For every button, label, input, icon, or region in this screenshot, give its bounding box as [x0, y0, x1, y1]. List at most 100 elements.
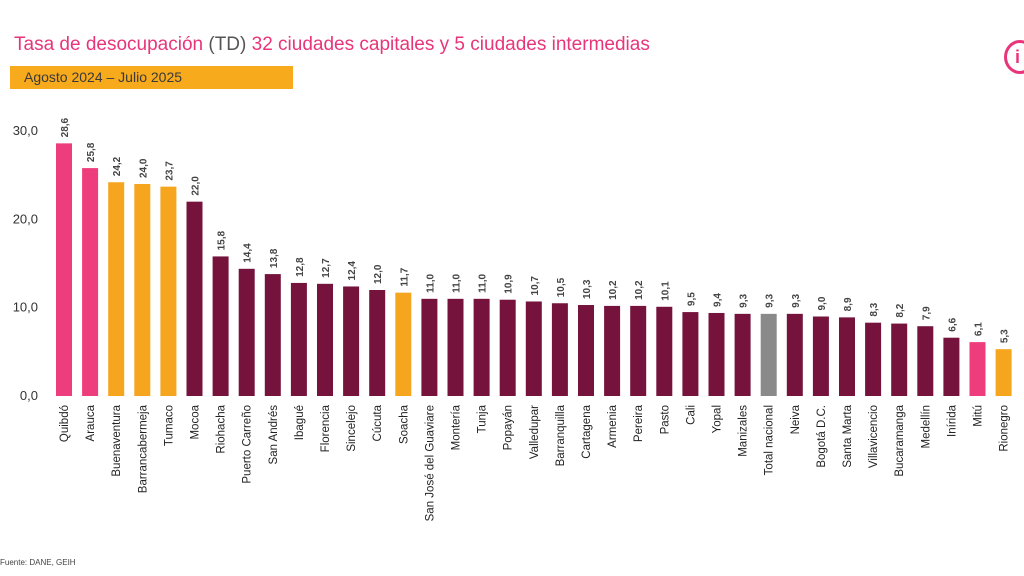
- value-label: 23,7: [164, 161, 175, 181]
- bar: [630, 305, 647, 396]
- value-label: 15,8: [217, 231, 228, 251]
- bar: [656, 306, 673, 396]
- category-label: Pasto: [659, 405, 671, 434]
- category-label: Cali: [685, 405, 697, 425]
- bar: [943, 337, 960, 396]
- value-label: 11,0: [452, 273, 463, 292]
- category-label: Popayán: [503, 405, 515, 450]
- bar: [578, 305, 594, 396]
- bar: [604, 305, 621, 396]
- bar: [734, 313, 751, 396]
- category-label: Mocoa: [190, 404, 202, 439]
- value-label: 9,3: [739, 294, 750, 308]
- category-label: San Andrés: [268, 405, 280, 465]
- value-label: 28,6: [60, 117, 71, 137]
- category-label: Florencia: [320, 404, 332, 452]
- category-label: Medellín: [920, 405, 932, 448]
- category-label: Tunja: [477, 404, 489, 433]
- bar: [317, 283, 333, 396]
- dane-logo-icon: i: [1004, 40, 1024, 74]
- bar: [812, 316, 829, 396]
- category-label: Armenia: [607, 404, 619, 447]
- bar: [82, 168, 99, 396]
- value-label: 5,3: [1000, 329, 1011, 343]
- value-label: 10,3: [582, 279, 593, 299]
- bar: [238, 268, 255, 396]
- category-label: Soacha: [398, 404, 410, 444]
- value-label: 13,8: [269, 248, 280, 268]
- value-label: 10,2: [608, 280, 619, 300]
- value-label: 11,7: [399, 267, 410, 286]
- value-label: 10,7: [530, 276, 541, 296]
- bar: [917, 326, 934, 396]
- title-suffix: 32 ciudades capitales y 5 ciudades inter…: [246, 34, 650, 55]
- category-label: Bucaramanga: [894, 404, 906, 476]
- category-label: Yopal: [712, 405, 724, 433]
- category-label: Cúcuta: [372, 404, 384, 441]
- category-label: Buenaventura: [111, 404, 123, 476]
- title-prefix: Tasa de desocupación: [14, 34, 209, 55]
- bar: [108, 182, 125, 396]
- category-label: Mitú: [973, 405, 985, 427]
- bar: [264, 274, 281, 396]
- category-label: Santa Marta: [842, 404, 854, 467]
- category-label: Barrancabermeja: [137, 404, 149, 493]
- bar: [56, 143, 72, 396]
- title-td: (TD): [208, 34, 247, 55]
- bar: [134, 184, 151, 396]
- bar: [421, 298, 438, 396]
- value-label: 10,9: [504, 274, 515, 294]
- value-label: 9,5: [686, 292, 697, 306]
- bar: [447, 298, 464, 396]
- value-label: 11,0: [478, 273, 489, 292]
- value-label: 12,8: [295, 257, 306, 277]
- category-label: Quibdó: [59, 405, 71, 442]
- bar: [395, 292, 412, 396]
- category-label: Tumaco: [163, 405, 175, 446]
- category-label: Villavicencio: [868, 405, 880, 468]
- value-label: 12,7: [321, 258, 332, 278]
- bar: [160, 186, 177, 396]
- y-tick-label: 10,0: [13, 300, 38, 315]
- bar: [551, 303, 568, 396]
- bar: [786, 313, 803, 396]
- bar: [290, 282, 307, 396]
- value-label: 6,6: [947, 317, 958, 331]
- category-label: Puerto Carreño: [242, 405, 254, 484]
- value-label: 8,3: [869, 302, 880, 316]
- category-label: Manizales: [738, 405, 750, 457]
- bar: [891, 323, 908, 396]
- bar: [343, 286, 360, 396]
- category-label: Rionegro: [999, 405, 1011, 452]
- category-label: Inírida: [946, 404, 958, 437]
- source-note: Fuente: DANE, GEIH: [0, 558, 76, 567]
- category-label: San José del Guaviare: [424, 405, 436, 521]
- bar: [186, 201, 203, 396]
- value-label: 11,0: [425, 273, 436, 292]
- value-label: 7,9: [921, 306, 932, 320]
- value-label: 24,2: [112, 156, 123, 176]
- bar: [760, 313, 777, 396]
- category-label: Riohacha: [216, 404, 228, 453]
- category-label: Arauca: [85, 404, 97, 441]
- bar: [969, 342, 986, 396]
- value-label: 12,4: [347, 261, 358, 281]
- category-label: Bogotá D.C.: [816, 405, 828, 468]
- bar: [865, 322, 882, 396]
- value-label: 22,0: [191, 176, 202, 196]
- value-label: 25,8: [86, 142, 97, 162]
- value-label: 9,4: [713, 293, 724, 307]
- value-label: 8,2: [895, 303, 906, 317]
- value-label: 10,2: [634, 280, 645, 300]
- bar: [995, 349, 1012, 396]
- category-label: Montería: [451, 404, 463, 450]
- value-label: 8,9: [843, 297, 854, 311]
- bar: [369, 290, 386, 396]
- bar: [839, 317, 855, 396]
- category-label: Barranquilla: [555, 404, 567, 466]
- y-tick-label: 30,0: [13, 123, 38, 138]
- value-label: 9,3: [765, 294, 776, 308]
- category-label: Neiva: [790, 404, 802, 434]
- chart-title: Tasa de desocupación (TD) 32 ciudades ca…: [14, 34, 650, 56]
- value-label: 12,0: [373, 264, 384, 284]
